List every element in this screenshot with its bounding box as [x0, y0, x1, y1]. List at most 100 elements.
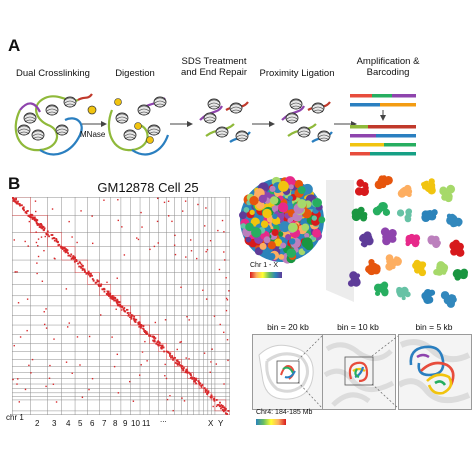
matrix-contact	[221, 219, 224, 222]
matrix-diagonal-block	[110, 295, 122, 307]
matrix-contact	[88, 388, 90, 391]
sphere-fragment	[269, 196, 279, 205]
matrix-contact	[113, 365, 116, 368]
matrix-contact	[201, 384, 204, 386]
matrix-contact	[13, 239, 15, 241]
matrix-contact	[180, 341, 182, 343]
step-label-ligation-line1: Proximity Ligation	[259, 68, 335, 79]
chromosome-territory-fragment	[384, 175, 393, 185]
matrix-contact	[141, 226, 143, 228]
matrix-contact	[109, 296, 112, 299]
matrix-contact	[100, 283, 103, 286]
genome-structure-panel	[239, 175, 469, 308]
matrix-contact	[26, 329, 28, 332]
matrix-diagonal-block	[211, 396, 216, 401]
matrix-contact	[228, 290, 230, 292]
matrix-contact	[151, 335, 154, 338]
matrix-contact	[196, 257, 198, 260]
matrix-contact	[67, 252, 69, 255]
matrix-contact	[63, 247, 66, 250]
matrix-contact	[43, 311, 45, 313]
matrix-contact	[64, 251, 67, 254]
matrix-contact	[95, 281, 98, 284]
matrix-contact	[205, 250, 207, 253]
matrix-contact	[92, 279, 95, 282]
sphere-fragment	[268, 252, 276, 260]
matrix-contact	[157, 340, 160, 343]
matrix-contact	[224, 407, 226, 410]
matrix-diagonal-block	[149, 334, 159, 344]
matrix-contact	[133, 315, 136, 318]
sphere-fragment	[240, 223, 247, 229]
matrix-contact	[130, 315, 133, 318]
matrix-diagonal-block	[214, 399, 227, 412]
matrix-contact	[91, 274, 93, 277]
matrix-contact	[154, 337, 157, 340]
matrix-contact	[145, 331, 148, 333]
axis-label-2: 2	[35, 419, 40, 428]
chromosome-territory-fragment	[454, 243, 463, 252]
matrix-contact	[157, 242, 159, 244]
matrix-diagonal-block	[120, 305, 131, 316]
matrix-contact	[219, 323, 221, 326]
matrix-contact	[108, 293, 111, 296]
matrix-contact	[211, 348, 213, 350]
matrix-contact	[159, 344, 162, 347]
matrix-contact	[34, 218, 37, 221]
matrix-diagonal-block	[47, 232, 62, 247]
matrix-contact	[80, 263, 83, 266]
matrix-contact	[219, 401, 221, 404]
matrix-diagonal-block	[158, 343, 167, 352]
matrix-contact	[88, 272, 91, 275]
matrix-contact	[160, 347, 163, 350]
matrix-contact	[40, 226, 43, 229]
matrix-diagonal-block	[30, 215, 48, 233]
chromosome-territory-fragment	[405, 209, 411, 215]
chromosome-territory-fragment	[351, 277, 361, 287]
matrix-contact	[219, 405, 222, 408]
sphere-fragment	[285, 233, 292, 241]
sphere-fragment	[318, 216, 326, 224]
matrix-contact	[91, 278, 94, 280]
matrix-contact	[37, 255, 40, 258]
matrix-contact	[223, 251, 225, 253]
chromosome-territory-fragment	[447, 294, 456, 303]
matrix-contact	[100, 314, 102, 316]
matrix-diagonal-block	[139, 324, 150, 335]
sphere-fragment	[251, 227, 262, 238]
matrix-contact	[149, 248, 151, 251]
matrix-contact	[203, 352, 206, 354]
sphere-fragment	[243, 207, 250, 213]
bin-label-5kb: bin = 5 kb	[415, 322, 453, 332]
chromosome-territory-fragment	[440, 263, 449, 272]
matrix-contact	[218, 268, 221, 271]
matrix-contact	[85, 272, 88, 275]
matrix-contact	[190, 250, 193, 252]
matrix-contact	[115, 308, 117, 310]
matrix-contact	[193, 378, 196, 380]
chromosome-territory-fragment	[365, 265, 373, 274]
matrix-contact	[188, 319, 190, 321]
matrix-contact	[206, 393, 209, 396]
matrix-contact	[35, 210, 37, 213]
matrix-contact	[112, 298, 114, 301]
matrix-contact	[179, 364, 181, 366]
matrix-diagonal-block	[99, 284, 111, 296]
matrix-contact	[88, 335, 91, 338]
matrix-contact	[221, 404, 224, 407]
matrix-contact	[57, 241, 59, 244]
chromosome-territory-fragment	[412, 239, 418, 244]
matrix-contact	[19, 204, 21, 207]
matrix-contact	[31, 358, 34, 361]
axis-label-7: 7	[102, 419, 107, 428]
matrix-contact	[24, 388, 27, 391]
matrix-contact	[15, 198, 17, 201]
axis-label-3: 3	[52, 419, 57, 428]
chromosome-territory-fragment	[446, 184, 456, 194]
chromosome-territory-fragment	[422, 181, 428, 187]
chromosome-territory-fragment	[360, 241, 366, 247]
matrix-contact	[114, 297, 117, 300]
step-label-sds-line2: and End Repair	[180, 67, 248, 78]
step-label-digestion-line1: Digestion	[115, 68, 155, 79]
chromosome-territory-fragment	[397, 189, 407, 198]
